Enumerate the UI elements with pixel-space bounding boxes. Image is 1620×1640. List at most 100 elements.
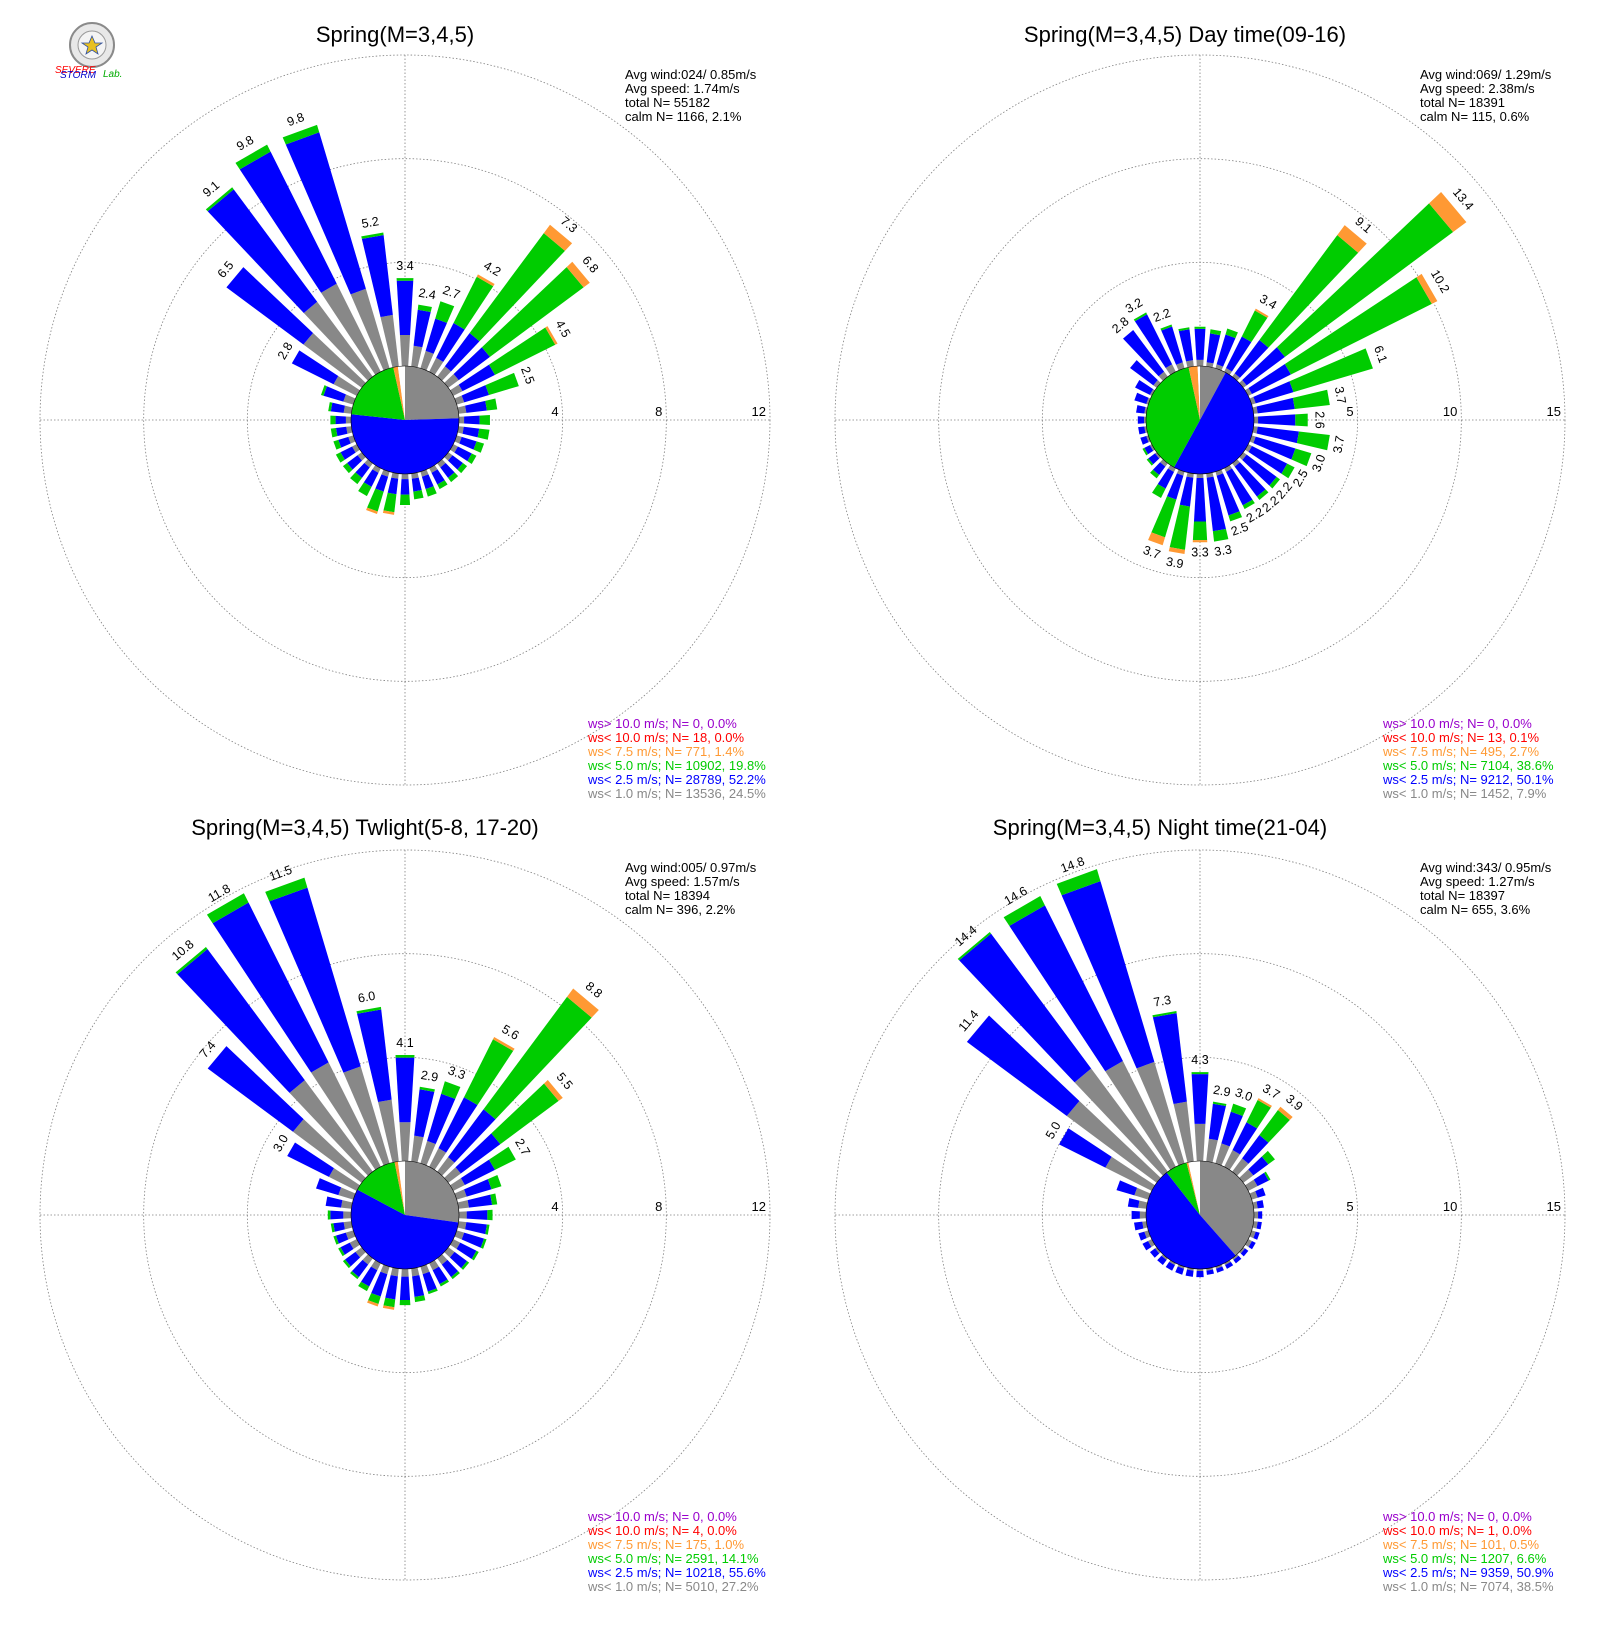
bar-segment-lt2_5 <box>355 463 370 478</box>
logo-text-severe: SEVERE <box>55 65 96 76</box>
bar-segment-lt7_5 <box>543 224 573 251</box>
direction-bar-350: 6.0 <box>356 989 399 1163</box>
direction-bar-350: 7.3 <box>1152 993 1194 1163</box>
bar-value-label: 3.3 <box>1213 542 1233 559</box>
bar-value-label: 11.5 <box>267 863 294 884</box>
bar-segment-lt1 <box>1144 416 1147 424</box>
bar-segment-lt2_5 <box>411 477 422 492</box>
bar-segment-lt1 <box>429 1260 440 1271</box>
bar-segment-lt1 <box>458 416 465 424</box>
direction-bar-10: 2.4 <box>411 286 437 368</box>
direction-bar-150 <box>429 465 448 490</box>
bar-segment-lt5 <box>1281 463 1295 479</box>
bar-segment-lt5 <box>1152 1011 1177 1018</box>
bar-segment-lt2_5 <box>333 1222 345 1232</box>
bar-segment-lt5 <box>342 1259 351 1269</box>
direction-bar-100 <box>1252 1221 1262 1230</box>
bar-segment-lt2_5 <box>1144 445 1154 455</box>
bar-value-label: 7.3 <box>558 214 580 236</box>
bar-segment-lt5 <box>1228 511 1243 522</box>
direction-bar-250 <box>1140 435 1151 445</box>
direction-bar-10 <box>1206 329 1222 368</box>
bar-segment-lt1 <box>311 1062 381 1170</box>
bar-segment-lt2_5 <box>400 479 410 495</box>
bar-segment-lt2_5 <box>177 949 305 1093</box>
bar-segment-lt5 <box>356 1006 382 1014</box>
bar-segment-lt1 <box>1239 380 1247 388</box>
bar-segment-lt1 <box>1196 1268 1204 1271</box>
bar-segment-lt2_5 <box>440 463 455 478</box>
pie-slice-calm <box>1197 366 1200 420</box>
direction-bar-290 <box>320 385 356 405</box>
bar-segment-lt1 <box>1232 1158 1249 1176</box>
bar-segment-lt1 <box>457 426 464 434</box>
direction-bar-280 <box>1136 405 1148 414</box>
bar-segment-lt1 <box>1186 472 1194 478</box>
bar-segment-lt2_5 <box>1256 426 1299 444</box>
bar-segment-lt2_5 <box>1138 426 1146 435</box>
bar-segment-lt1 <box>364 459 373 468</box>
bar-segment-lt5 <box>367 488 384 512</box>
bar-segment-lt1 <box>1176 362 1185 371</box>
bar-segment-lt2_5 <box>427 1093 456 1145</box>
bar-segment-lt1 <box>1154 452 1161 459</box>
bar-segment-lt2_5 <box>1193 478 1207 522</box>
bar-segment-lt2_5 <box>1009 905 1123 1072</box>
bar-segment-lt5 <box>467 453 477 464</box>
bar-segment-lt5 <box>330 427 338 438</box>
stat-total-n: total N= 55182 <box>625 95 710 110</box>
bar-segment-lt5 <box>1133 312 1148 322</box>
logo-star-icon <box>80 34 104 55</box>
bar-segment-lt2_5 <box>1226 468 1253 506</box>
bar-segment-lt2_5 <box>363 469 379 487</box>
bar-segment-lt2_5 <box>461 385 490 403</box>
bar-segment-lt1 <box>1215 1143 1230 1166</box>
stat-total-n: total N= 18394 <box>625 888 710 903</box>
direction-bar-310: 6.5 <box>215 258 366 388</box>
direction-bar-290 <box>315 1178 356 1200</box>
bar-segment-lt1 <box>457 405 467 414</box>
bar-segment-lt2_5 <box>1242 347 1285 386</box>
bar-value-label: 2.2 <box>1151 306 1172 325</box>
bar-segment-lt2_5 <box>212 902 329 1073</box>
bar-segment-lt2_5 <box>456 1242 477 1259</box>
bar-segment-lt2_5 <box>421 474 434 490</box>
ring-label: 4 <box>551 1199 558 1214</box>
bar-segment-lt2_5 <box>1127 1198 1140 1208</box>
bar-segment-lt1 <box>450 1239 461 1250</box>
bar-segment-lt1 <box>362 1254 373 1265</box>
direction-bar-320: 10.8 <box>169 937 373 1176</box>
bar-value-label: 7.4 <box>197 1038 219 1060</box>
direction-bar-20: 3.3 <box>420 1063 467 1166</box>
bar-segment-lt5 <box>282 124 320 145</box>
direction-bar-180: 3.3 <box>1191 473 1209 560</box>
legend-entry-lt7_5: ws< 7.5 m/s; N= 771, 1.4% <box>587 744 745 759</box>
bar-segment-lt2_5 <box>315 1178 342 1196</box>
bar-segment-lt2_5 <box>387 477 399 495</box>
direction-bar-210 <box>358 1260 381 1292</box>
pie-slice-lt2_5 <box>351 414 460 475</box>
bar-segment-lt1 <box>1232 1254 1239 1261</box>
bar-segment-lt1 <box>1161 1254 1168 1261</box>
bar-segment-lt1 <box>1253 1211 1259 1219</box>
bar-value-label: 3.7 <box>1260 1081 1282 1102</box>
stat-avg-speed: Avg speed: 1.74m/s <box>625 81 740 96</box>
bar-segment-lt1 <box>1149 389 1155 396</box>
bar-segment-lt5 <box>335 452 345 463</box>
legend: ws> 10.0 m/s; N= 0, 0.0% ws< 10.0 m/s; N… <box>587 1509 766 1594</box>
bar-segment-lt5 <box>1178 327 1190 332</box>
bar-segment-lt5 <box>481 267 584 357</box>
bar-value-label: 6.5 <box>215 258 237 280</box>
bar-segment-lt2_5 <box>396 280 414 336</box>
bar-segment-lt1 <box>411 1135 424 1163</box>
bar-segment-lt5 <box>491 1083 559 1145</box>
panel-title: Spring(M=3,4,5) Twlight(5-8, 17-20) <box>191 815 538 840</box>
stat-calm-n: calm N= 1166, 2.1% <box>625 109 742 124</box>
bar-segment-lt2_5 <box>465 1222 487 1235</box>
direction-bar-0 <box>1194 326 1206 367</box>
pie-slice-lt7_5 <box>394 1161 405 1215</box>
bar-value-label: 3.0 <box>270 1132 291 1154</box>
bar-segment-lt5 <box>328 402 333 412</box>
bar-segment-lt2_5 <box>1130 360 1158 386</box>
bar-segment-lt1 <box>1148 1239 1155 1248</box>
